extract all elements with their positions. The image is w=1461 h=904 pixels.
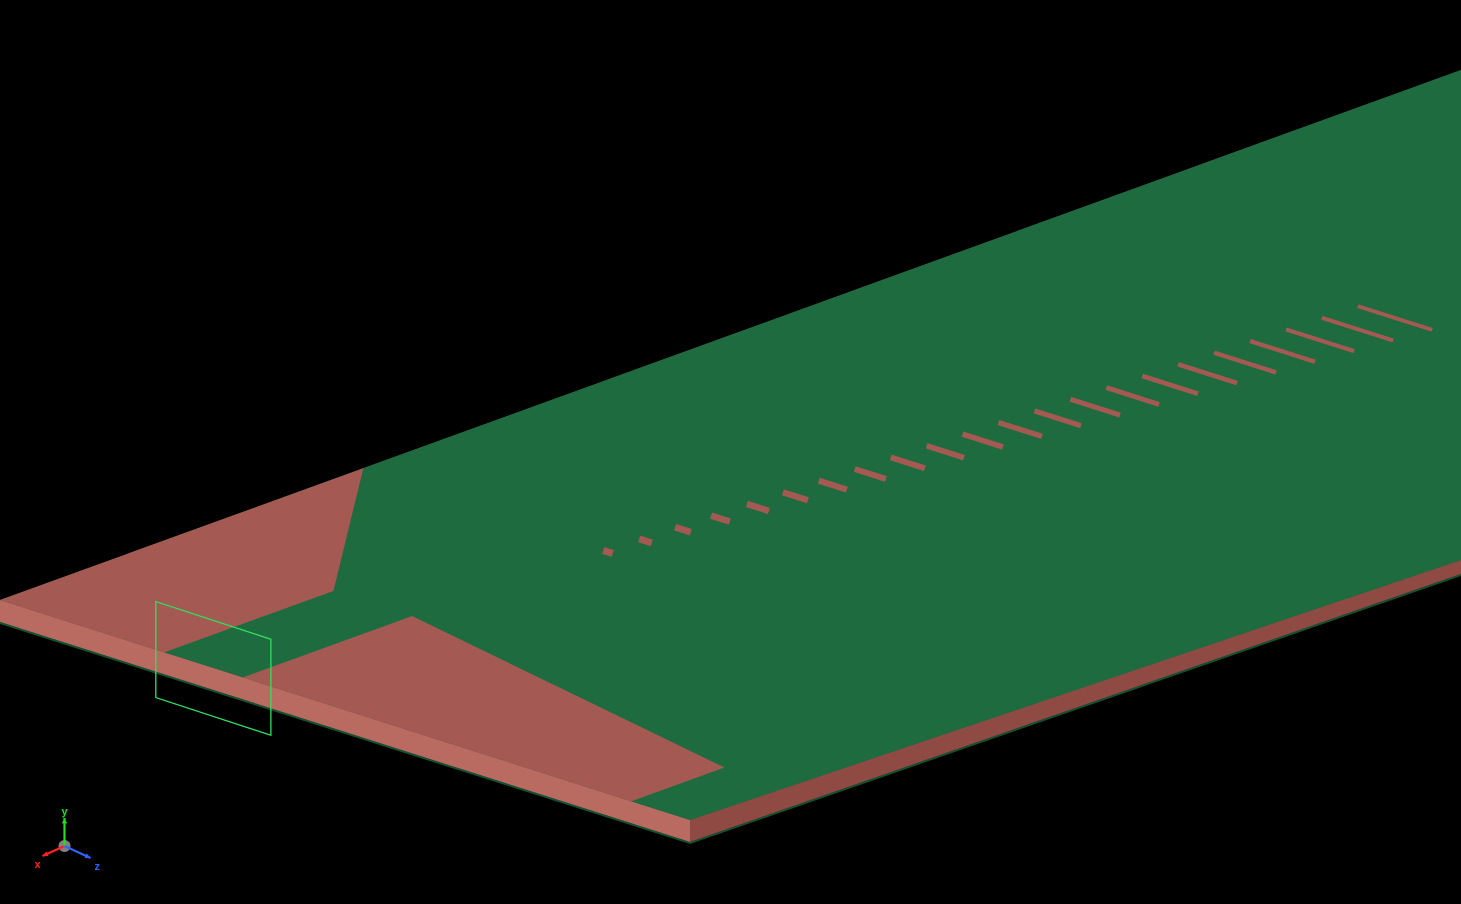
axis-triad: xyz [32,814,107,874]
conductor-top-full [0,70,1461,820]
model-canvas[interactable] [0,0,1461,899]
3d-viewport[interactable]: x y z [0,0,1461,899]
axis-label-y: y [62,806,69,818]
axis-label-z: z [95,861,101,873]
axis-label-x: x [35,859,42,871]
